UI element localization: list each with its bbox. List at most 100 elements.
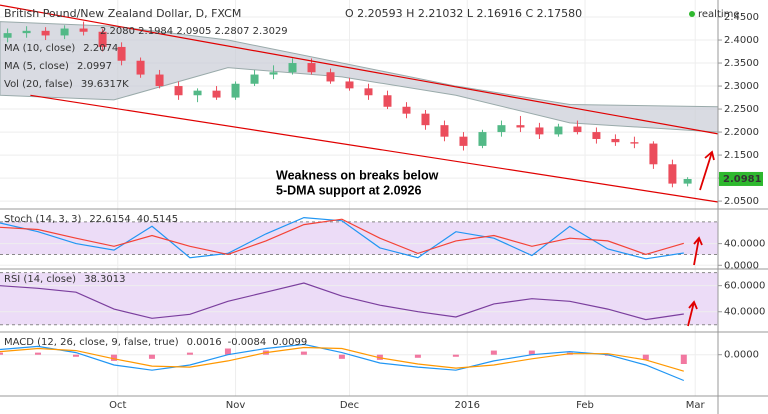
candle-body — [478, 132, 487, 146]
histogram-bar — [34, 352, 41, 355]
last-price-label: 2.0981 — [723, 174, 762, 185]
candle-body — [592, 132, 601, 139]
histogram-bar — [680, 354, 687, 364]
candle-body — [535, 127, 544, 135]
histogram-bar — [300, 351, 307, 355]
candle-body — [459, 136, 468, 146]
candle-body — [649, 143, 658, 165]
trendline — [30, 94, 719, 203]
y-tick-label: 40.0000 — [724, 307, 765, 318]
indicator-name: Vol (20, false) — [4, 79, 73, 90]
y-tick-label: 2.0500 — [724, 196, 759, 207]
histogram-bar — [224, 348, 231, 355]
candle-body — [364, 88, 373, 96]
arrow — [687, 300, 698, 327]
annotation: Weakness on breaks below — [276, 168, 439, 182]
trendline — [0, 4, 719, 135]
realtime-dot — [689, 11, 695, 17]
y-tick-label: 2.2000 — [724, 127, 759, 138]
y-tick-label: 2.3000 — [724, 81, 759, 92]
indicator-line — [0, 218, 684, 256]
panel-title: MACD (12, 26, close, 9, false, true) — [4, 337, 179, 348]
histogram-bar — [490, 350, 497, 355]
candle-body — [683, 179, 692, 184]
legend-value: 22.6154 — [89, 214, 130, 225]
y-tick-label: 60.0000 — [724, 281, 765, 292]
candle-body — [288, 63, 297, 73]
candle-body — [41, 30, 50, 36]
legend-value: 0.0016 — [187, 337, 222, 348]
annotation: 5-DMA support at 2.0926 — [276, 183, 421, 197]
band — [0, 272, 718, 325]
histogram-bar — [186, 352, 193, 355]
legend-value: 40.5145 — [137, 214, 178, 225]
candle-body — [269, 72, 278, 75]
x-tick-label: Mar — [686, 400, 706, 411]
candle-body — [554, 126, 563, 135]
x-tick-label: Nov — [226, 400, 246, 411]
ohlc-readout: O 2.20593 H 2.21032 L 2.16916 C 2.17580 — [345, 7, 582, 20]
y-tick-label: 2.3500 — [724, 58, 759, 69]
candle-body — [117, 46, 126, 61]
candle-body — [98, 31, 107, 47]
ichimoku-values: 2.2080 2.1984 2.0905 2.2807 2.3029 — [100, 26, 288, 37]
indicator-line — [0, 282, 684, 321]
indicator-name: MA (10, close) — [4, 43, 75, 54]
indicator-line — [0, 343, 685, 382]
last-price-box — [719, 171, 763, 186]
candle-body — [383, 95, 392, 107]
y-tick-label: 40.0000 — [724, 239, 765, 250]
y-tick-label: 2.4500 — [724, 12, 759, 23]
histogram-bar — [528, 350, 535, 355]
candle-body — [497, 125, 506, 133]
candle-body — [60, 28, 69, 36]
candle-body — [250, 74, 259, 84]
candle-body — [402, 106, 411, 114]
realtime-status: realtime — [698, 9, 740, 20]
candle-body — [174, 86, 183, 96]
indicator-value: 2.2074 — [83, 43, 118, 54]
panel-title: Stoch (14, 3, 3) — [4, 214, 81, 225]
candle-body — [611, 138, 620, 143]
x-tick-label: Dec — [340, 400, 359, 411]
indicator-name: MA (5, close) — [4, 61, 69, 72]
candle-body — [421, 113, 430, 126]
histogram-bar — [110, 354, 117, 361]
histogram-bar — [338, 354, 345, 359]
y-tick-label: 0.0000 — [724, 260, 759, 271]
candle-body — [79, 28, 88, 32]
histogram-bar — [642, 354, 649, 360]
y-tick-label: 2.2500 — [724, 104, 759, 115]
y-tick-label: 0.0000 — [724, 350, 759, 361]
candle-body — [516, 125, 525, 128]
histogram-bar — [72, 354, 79, 357]
indicator-line — [0, 216, 684, 260]
candle-body — [440, 125, 449, 137]
candle-body — [630, 142, 639, 144]
histogram-bar — [148, 354, 155, 359]
candle-body — [573, 126, 582, 133]
arrow — [699, 150, 715, 191]
histogram-bar — [452, 354, 459, 357]
candle-body — [136, 60, 145, 75]
indicator-value: 39.6317K — [81, 79, 129, 90]
histogram-bar — [414, 354, 421, 358]
candle-body — [345, 81, 354, 89]
indicator-line — [0, 346, 684, 372]
x-tick-label: 2016 — [455, 400, 480, 411]
candle-body — [307, 63, 316, 73]
y-tick-label: 2.4000 — [724, 35, 759, 46]
histogram-bar — [0, 352, 3, 355]
legend-value: 0.0099 — [272, 337, 307, 348]
candle-body — [3, 33, 12, 38]
x-tick-label: Feb — [576, 400, 594, 411]
candle-body — [231, 83, 240, 98]
arrow — [693, 236, 703, 266]
arrows — [687, 150, 715, 327]
candle-body — [212, 90, 221, 98]
candle-body — [668, 164, 677, 184]
candle-body — [326, 72, 335, 82]
legend-value: 38.3013 — [84, 274, 125, 285]
y-tick-label: 2.1500 — [724, 150, 759, 161]
